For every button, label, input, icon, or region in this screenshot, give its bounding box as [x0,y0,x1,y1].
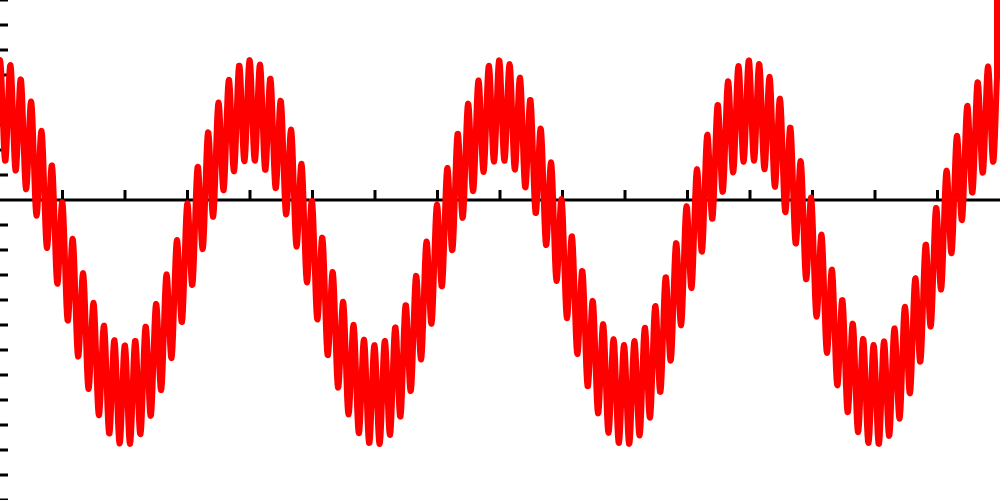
series-line [0,0,1000,447]
